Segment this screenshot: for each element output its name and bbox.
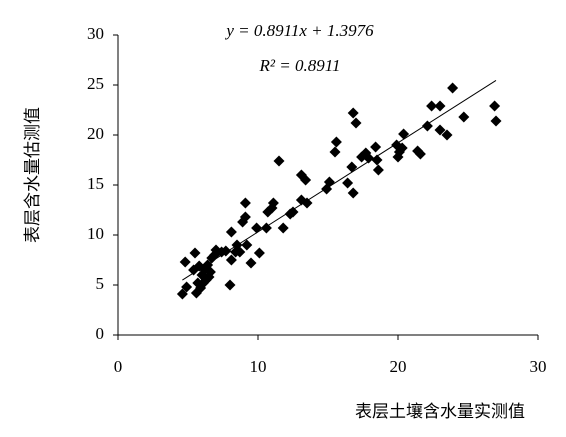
point: [181, 281, 193, 293]
point: [396, 142, 408, 154]
point: [347, 107, 359, 119]
y-tick-label: 15: [87, 174, 104, 193]
point: [489, 100, 501, 112]
point: [239, 211, 251, 223]
point: [330, 136, 342, 148]
point: [441, 129, 453, 141]
point: [447, 82, 459, 94]
point: [245, 257, 257, 269]
point: [287, 206, 299, 218]
point: [363, 152, 375, 164]
point: [253, 247, 265, 259]
y-tick-label: 0: [96, 324, 105, 343]
x-tick-label: 10: [250, 357, 267, 376]
trendline: [182, 80, 497, 281]
y-tick-label: 30: [87, 24, 104, 43]
point: [458, 111, 470, 123]
point: [398, 128, 410, 140]
trend-equation: y = 0.8911x + 1.3976: [224, 21, 374, 40]
y-tick-label: 20: [87, 124, 104, 143]
x-tick-label: 20: [390, 357, 407, 376]
point: [273, 155, 285, 167]
x-tick-label: 0: [114, 357, 123, 376]
point: [370, 141, 382, 153]
point: [241, 239, 253, 251]
point: [225, 254, 237, 266]
point: [426, 100, 438, 112]
point: [251, 222, 263, 234]
y-tick-label: 10: [87, 224, 104, 243]
point: [300, 174, 312, 186]
x-axis-label: 表层土壤含水量实测值: [355, 401, 525, 421]
x-tick-label: 30: [530, 357, 547, 376]
point: [346, 161, 358, 173]
point: [414, 148, 426, 160]
point: [234, 246, 246, 258]
point: [239, 197, 251, 209]
point: [371, 154, 383, 166]
point: [204, 266, 216, 278]
point: [490, 115, 502, 127]
point: [176, 288, 188, 300]
point: [225, 226, 237, 238]
point: [224, 279, 236, 291]
point: [347, 187, 359, 199]
point: [342, 177, 354, 189]
point: [434, 124, 446, 136]
y-axis-label: 表层含水量估测值: [23, 107, 42, 243]
point: [267, 197, 279, 209]
y-tick-label: 25: [87, 74, 104, 93]
point: [301, 197, 313, 209]
point: [372, 164, 384, 176]
point: [434, 100, 446, 112]
point: [329, 146, 341, 158]
point: [350, 117, 362, 129]
point: [421, 120, 433, 132]
point: [189, 247, 201, 259]
y-tick-label: 5: [96, 274, 105, 293]
point: [277, 222, 289, 234]
point: [179, 256, 191, 268]
r-squared: R² = 0.8911: [259, 56, 341, 75]
